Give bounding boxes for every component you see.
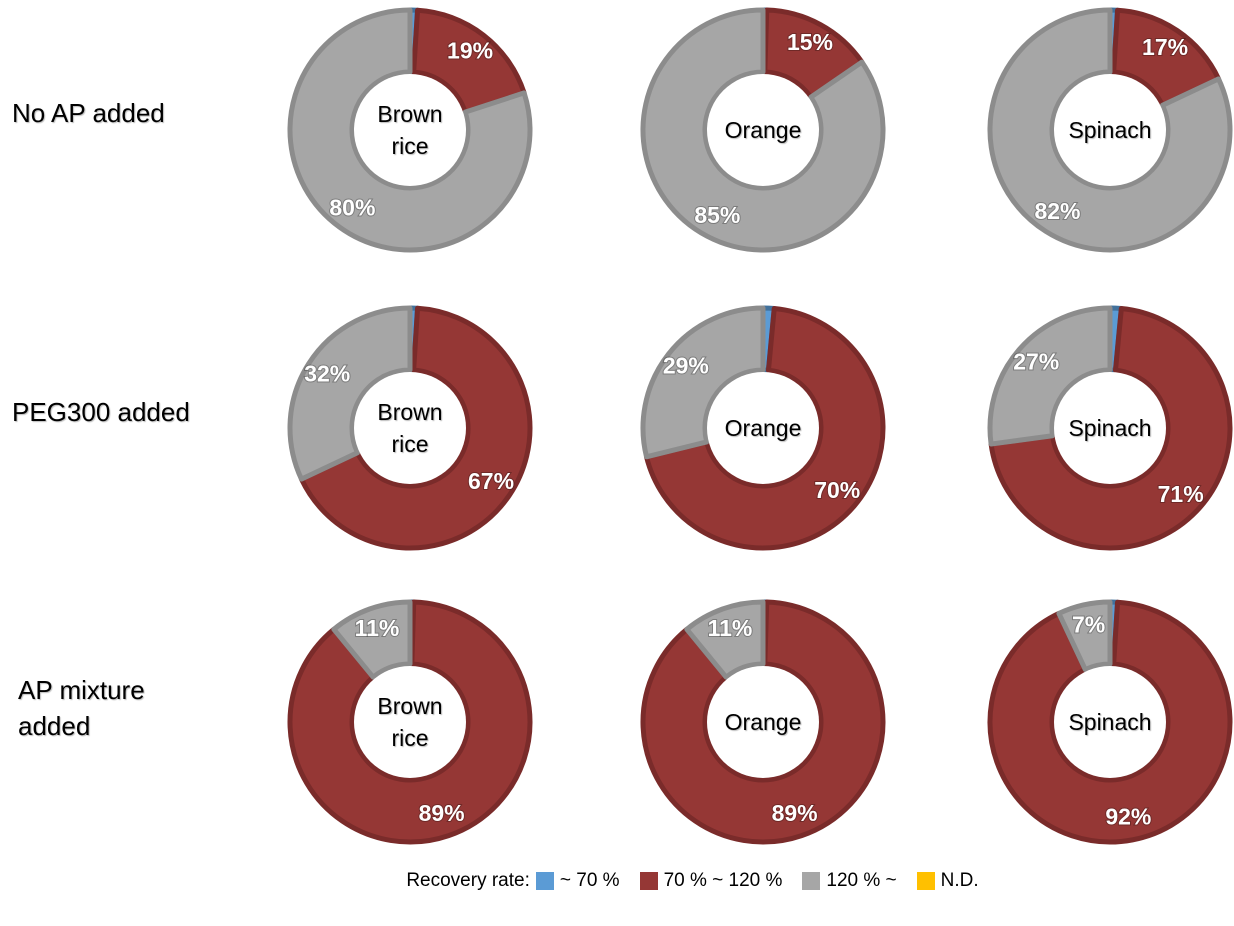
- value-label: 80%: [329, 194, 375, 220]
- value-label: 19%: [447, 38, 493, 64]
- donut-segment: [644, 306, 886, 551]
- center-label: Brown rice: [377, 399, 443, 457]
- legend-item: ~ 70 %: [530, 870, 620, 892]
- value-label: 67%: [468, 468, 514, 494]
- row-label: AP mixture added: [18, 675, 145, 741]
- donut: 89% 11%: [640, 599, 886, 845]
- value-label: 85%: [694, 202, 740, 228]
- center-label: Brown rice: [377, 693, 443, 751]
- legend-label: N.D.: [940, 870, 979, 891]
- donut-segment: [640, 305, 766, 460]
- donut-hole: [707, 666, 819, 778]
- legend-title: Recovery rate:: [406, 870, 530, 891]
- donut-segment: [987, 305, 1113, 447]
- donut-hole: [354, 372, 466, 484]
- legend-swatch: [535, 872, 554, 890]
- donut-segment: [298, 305, 533, 551]
- donut-segment: [287, 599, 533, 845]
- center-label: Spinach: [1068, 709, 1152, 735]
- center-label: Orange: [724, 709, 802, 735]
- legend-item: 120 % ~: [796, 870, 897, 892]
- legend-swatch: [802, 872, 821, 890]
- donut-hole: [1054, 74, 1166, 186]
- donut: 70% 29%: [640, 305, 886, 551]
- center-label: Spinach: [1068, 117, 1152, 143]
- donut: 17% 82%: [987, 7, 1233, 253]
- row-label: PEG300 added: [12, 397, 190, 427]
- value-label: 89%: [772, 800, 818, 826]
- value-label: 15%: [787, 29, 833, 55]
- donut: 15% 85%: [640, 7, 886, 253]
- donut-segment: [411, 7, 527, 115]
- value-label: 32%: [304, 361, 350, 387]
- legend-swatch: [639, 872, 658, 890]
- legend: Recovery rate: ~ 70 % 70 % ~ 120 % 120 % ~…: [0, 870, 1234, 892]
- legend-item: 70 % ~ 120 %: [634, 870, 783, 892]
- center-label: Spinach: [1068, 415, 1152, 441]
- donut-segment: [287, 305, 413, 482]
- value-label: 7%: [1072, 611, 1105, 637]
- row-label: No AP added: [12, 98, 165, 128]
- value-label: 89%: [419, 800, 465, 826]
- donut-hole: [354, 666, 466, 778]
- value-label: 11%: [708, 615, 753, 641]
- center-label: Brown rice: [377, 101, 443, 159]
- legend-swatch: [916, 872, 935, 890]
- donut: 71% 27%: [987, 305, 1233, 551]
- donut: 92% 7%: [987, 599, 1233, 845]
- donut-segment: [1111, 7, 1222, 108]
- donut-segment: [987, 599, 1233, 845]
- value-label: 11%: [355, 615, 400, 641]
- donut-segment: [640, 7, 886, 253]
- donut-segment: [1056, 599, 1113, 673]
- legend-label: 70 % ~ 120 %: [663, 870, 783, 891]
- donut-segment: [988, 306, 1233, 551]
- value-label: 82%: [1034, 198, 1080, 224]
- value-label: 92%: [1105, 803, 1151, 829]
- donut-segment: [684, 599, 766, 680]
- center-label: Orange: [724, 117, 802, 143]
- donut-segment: [287, 7, 533, 253]
- donut-hole: [1054, 666, 1166, 778]
- value-label: 27%: [1013, 349, 1059, 375]
- value-label: 71%: [1158, 481, 1204, 507]
- value-label: 29%: [663, 353, 709, 379]
- donut-segment: [331, 599, 413, 680]
- donut-hole: [707, 74, 819, 186]
- donut: 67% 32%: [287, 305, 533, 551]
- donut: 19% 80%: [287, 7, 533, 253]
- donut: 89% 11%: [287, 599, 533, 845]
- value-label: 70%: [814, 477, 860, 503]
- donut-hole: [1054, 372, 1166, 484]
- donut-segment: [987, 7, 1233, 253]
- donut-segment: [640, 599, 886, 845]
- donut-hole: [354, 74, 466, 186]
- donut-hole: [707, 372, 819, 484]
- value-label: 17%: [1142, 34, 1188, 60]
- legend-item: N.D.: [911, 870, 979, 892]
- legend-label: 120 % ~: [826, 870, 897, 891]
- center-label: Orange: [724, 415, 802, 441]
- legend-label: ~ 70 %: [559, 870, 620, 891]
